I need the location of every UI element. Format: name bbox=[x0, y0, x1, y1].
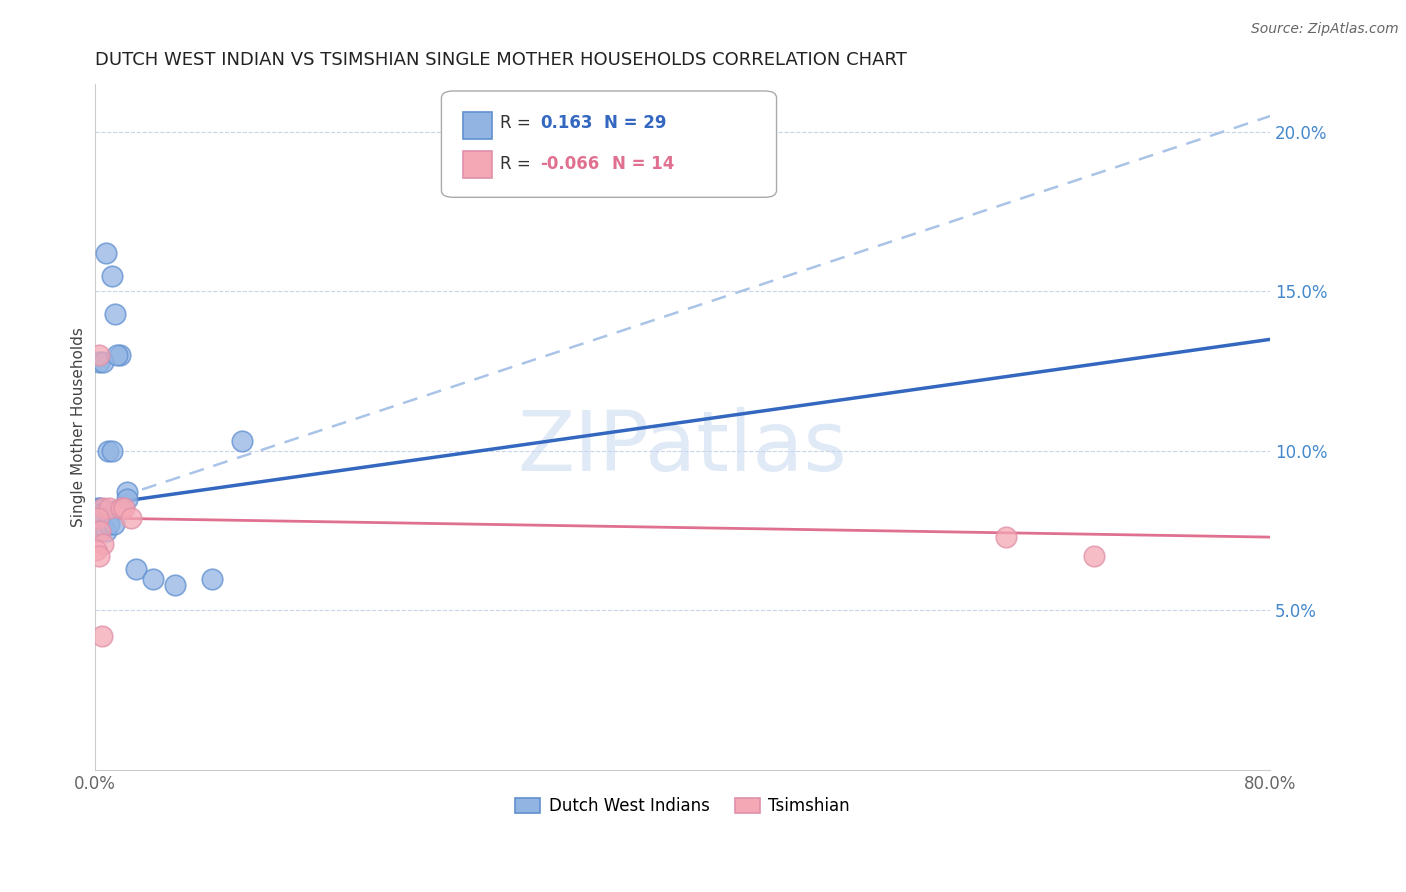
Point bbox=[84, 517, 107, 532]
Point bbox=[86, 524, 108, 538]
Point bbox=[86, 511, 108, 525]
Point bbox=[87, 508, 110, 522]
Point bbox=[103, 517, 125, 532]
Point bbox=[87, 354, 110, 368]
Point bbox=[108, 348, 131, 362]
Y-axis label: Single Mother Households: Single Mother Households bbox=[72, 327, 86, 527]
Point bbox=[1083, 549, 1105, 564]
Point bbox=[93, 536, 115, 550]
Point bbox=[89, 501, 111, 516]
Point bbox=[125, 562, 148, 576]
Point bbox=[101, 268, 124, 283]
Point bbox=[86, 508, 108, 522]
Point bbox=[104, 307, 127, 321]
Point bbox=[120, 511, 142, 525]
Point bbox=[201, 572, 224, 586]
Point bbox=[142, 572, 165, 586]
Point bbox=[165, 578, 187, 592]
Point bbox=[994, 530, 1017, 544]
Point bbox=[101, 444, 124, 458]
Point bbox=[86, 501, 108, 516]
Point bbox=[87, 511, 110, 525]
FancyBboxPatch shape bbox=[441, 91, 776, 197]
Legend: Dutch West Indians, Tsimshian: Dutch West Indians, Tsimshian bbox=[508, 789, 858, 823]
Point bbox=[93, 354, 115, 368]
Bar bbox=[463, 151, 492, 178]
Text: ZIPatlas: ZIPatlas bbox=[517, 407, 848, 488]
Text: -0.066: -0.066 bbox=[540, 155, 599, 173]
Point bbox=[84, 511, 107, 525]
Point bbox=[115, 485, 138, 500]
Point bbox=[87, 348, 110, 362]
Point bbox=[90, 629, 112, 643]
Text: 0.163: 0.163 bbox=[540, 113, 593, 132]
Bar bbox=[463, 112, 492, 139]
Point bbox=[98, 501, 121, 516]
Text: DUTCH WEST INDIAN VS TSIMSHIAN SINGLE MOTHER HOUSEHOLDS CORRELATION CHART: DUTCH WEST INDIAN VS TSIMSHIAN SINGLE MO… bbox=[94, 51, 907, 69]
Point bbox=[89, 524, 111, 538]
Text: N = 29: N = 29 bbox=[603, 113, 666, 132]
Point bbox=[105, 348, 128, 362]
Text: N = 14: N = 14 bbox=[612, 155, 675, 173]
Point bbox=[89, 514, 111, 528]
Point bbox=[110, 501, 132, 516]
Point bbox=[231, 434, 253, 449]
Point bbox=[96, 246, 118, 260]
Point bbox=[87, 549, 110, 564]
Text: R =: R = bbox=[501, 155, 531, 173]
Point bbox=[97, 444, 120, 458]
Text: R =: R = bbox=[501, 113, 531, 132]
Point bbox=[93, 501, 115, 516]
Point bbox=[112, 501, 135, 516]
Point bbox=[96, 524, 118, 538]
Point bbox=[115, 491, 138, 506]
Point bbox=[98, 517, 121, 532]
Point bbox=[87, 511, 110, 525]
Point bbox=[84, 542, 107, 557]
Text: Source: ZipAtlas.com: Source: ZipAtlas.com bbox=[1251, 22, 1399, 37]
